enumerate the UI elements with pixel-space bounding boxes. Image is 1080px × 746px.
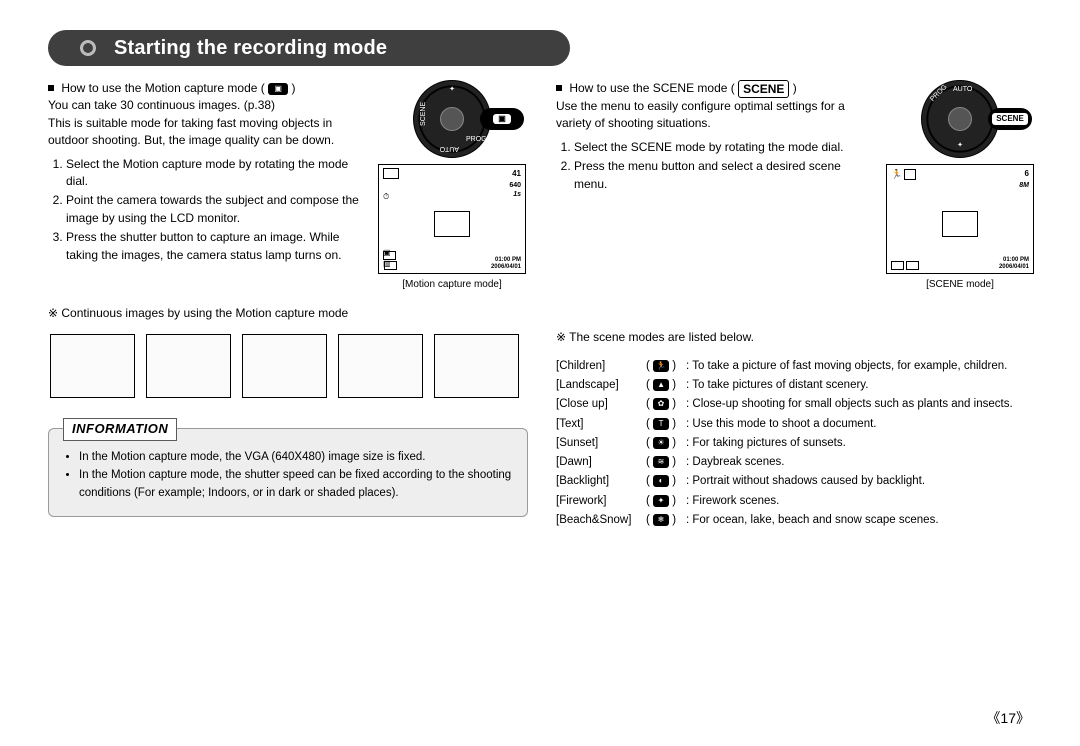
scene-row-backlight: [Backlight] ( ◐ ) : Portrait without sha… (556, 473, 1036, 490)
firework-icon: ✦ (653, 495, 669, 507)
information-label: INFORMATION (63, 418, 177, 441)
continuous-note: ※ Continuous images by using the Motion … (48, 305, 528, 322)
thumbnail (146, 334, 231, 398)
title-bullet-icon (80, 40, 96, 56)
shot-counter: 6 (1025, 168, 1029, 181)
scene-list-intro: ※ The scene modes are listed below. (556, 329, 1036, 346)
right-column: AUTO ✦ PROG SCENE 🏃 6 (556, 80, 1036, 531)
focus-frame-icon (942, 211, 978, 237)
scene-row-closeup: [Close up] ( ✿ ) : Close-up shooting for… (556, 396, 1036, 413)
figure-caption-motion: [Motion capture mode] (376, 278, 528, 293)
scene-badge-icon: SCENE (738, 80, 789, 98)
scene-row-firework: [Firework] ( ✦ ) : Firework scenes. (556, 493, 1036, 510)
timer-label: 1s (509, 190, 521, 199)
thumbnail (50, 334, 135, 398)
motion-mode-icon: ▣ (493, 114, 511, 124)
scene-mode-list: [Children] ( 🏃 ) : To take a picture of … (556, 358, 1036, 529)
motion-mode-inline-icon: ▣ (268, 83, 288, 95)
scene-mode-figure: AUTO ✦ PROG SCENE 🏃 6 (884, 80, 1036, 293)
mode-indicator-icon (383, 168, 399, 179)
resolution-label: 640 (509, 181, 521, 190)
lcd-preview-motion: 41 640 1s ⏱ ▣ ▥ 01:00 PM 2006/04 (378, 164, 526, 274)
motion-mode-figure: ✦ AUTO SCENE PROG ▣ 41 64 (376, 80, 528, 293)
battery-icon: ▥ (383, 258, 391, 270)
left-column: ✦ AUTO SCENE PROG ▣ 41 64 (48, 80, 528, 531)
motion-intro-1: You can take 30 continuous images. (p.38… (48, 98, 275, 112)
mode-dial-selection: SCENE (988, 108, 1032, 130)
lcd-date: 2006/04/01 (999, 264, 1029, 271)
scene-row-text: [Text] ( T ) : Use this mode to shoot a … (556, 416, 1036, 433)
lcd-date: 2006/04/01 (491, 264, 521, 271)
figure-caption-scene: [SCENE mode] (884, 278, 1036, 293)
focus-frame-icon (434, 211, 470, 237)
scene-intro: Use the menu to easily configure optimal… (556, 99, 845, 130)
beachsnow-icon: ❄ (653, 514, 669, 526)
thumbnail (434, 334, 519, 398)
scene-row-children: [Children] ( 🏃 ) : To take a picture of … (556, 358, 1036, 375)
info-item-2: In the Motion capture mode, the shutter … (79, 467, 513, 503)
asterisk-icon: ※ (48, 306, 61, 320)
scene-row-dawn: [Dawn] ( ≋ ) : Daybreak scenes. (556, 454, 1036, 471)
children-icon: 🏃 (653, 360, 669, 372)
bullet-icon (556, 85, 562, 91)
mode-dial-icon: AUTO ✦ PROG SCENE (921, 80, 999, 158)
resolution-label: 8M (1019, 181, 1029, 190)
section-title-bar: Starting the recording mode (48, 30, 570, 66)
lcd-time: 01:00 PM (491, 257, 521, 264)
flash-icon: ▣ (383, 247, 391, 259)
mode-dial-icon: ✦ AUTO SCENE PROG ▣ (413, 80, 491, 158)
lcd-preview-scene: 🏃 6 8M 01:00 PM 2006 (886, 164, 1034, 274)
asterisk-icon: ※ (556, 330, 569, 344)
scene-row-landscape: [Landscape] ( ▲ ) : To take pictures of … (556, 377, 1036, 394)
motion-intro-2: This is suitable mode for taking fast mo… (48, 116, 334, 147)
self-timer-icon: ⏱ (383, 191, 389, 203)
closeup-icon: ✿ (653, 398, 669, 410)
mode-dial-selection: ▣ (480, 108, 524, 130)
page-number: 《17》 (986, 708, 1030, 728)
thumbnail (338, 334, 423, 398)
mode-indicator-icon (904, 169, 916, 180)
thumbnail (242, 334, 327, 398)
status-icons (891, 261, 919, 270)
sunset-icon: ☀ (653, 437, 669, 449)
lcd-time: 01:00 PM (999, 257, 1029, 264)
information-box: INFORMATION In the Motion capture mode, … (48, 428, 528, 517)
scene-row-beachsnow: [Beach&Snow] ( ❄ ) : For ocean, lake, be… (556, 512, 1036, 529)
section-title: Starting the recording mode (114, 34, 387, 63)
text-icon: T (653, 418, 669, 430)
landscape-icon: ▲ (653, 379, 669, 391)
dawn-icon: ≋ (653, 456, 669, 468)
info-item-1: In the Motion capture mode, the VGA (640… (79, 449, 513, 467)
scene-indicator-icon: 🏃 (891, 168, 902, 181)
backlight-icon: ◐ (653, 475, 669, 487)
continuous-thumbnails (50, 334, 528, 398)
shot-counter: 41 (512, 168, 521, 180)
bullet-icon (48, 85, 54, 91)
scene-mode-icon: SCENE (992, 113, 1028, 125)
scene-row-sunset: [Sunset] ( ☀ ) : For taking pictures of … (556, 435, 1036, 452)
